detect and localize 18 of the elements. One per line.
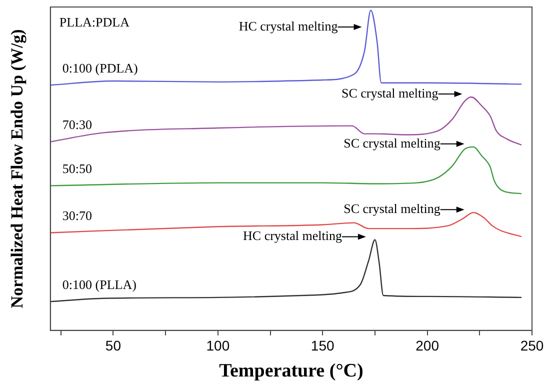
annotation: SC crystal melting	[344, 200, 441, 216]
x-tick-label: 250	[520, 338, 544, 354]
series-label: 30:70	[62, 208, 92, 224]
x-tick-label: 100	[206, 338, 230, 354]
x-tick-label: 200	[416, 338, 440, 354]
series-label: 70:30	[62, 117, 92, 132]
y-axis-title: Normalized Heat Flow Endo Up (W/g)	[8, 29, 27, 308]
x-axis-title: Temperature (°C)	[219, 360, 364, 382]
annotation: SC crystal melting	[344, 135, 441, 150]
x-tick-label: 50	[105, 338, 122, 354]
x-tick-label: 150	[310, 338, 334, 354]
annotation: HC crystal melting	[243, 228, 342, 244]
series-label: 50:50	[62, 161, 92, 176]
legend-title: PLLA:PDLA	[59, 14, 130, 30]
annotation: HC crystal melting	[238, 18, 338, 34]
series-label: 0:100 (PLLA)	[62, 277, 136, 292]
series-label: 0:100 (PDLA)	[62, 60, 138, 76]
annotation: SC crystal melting	[341, 85, 439, 100]
